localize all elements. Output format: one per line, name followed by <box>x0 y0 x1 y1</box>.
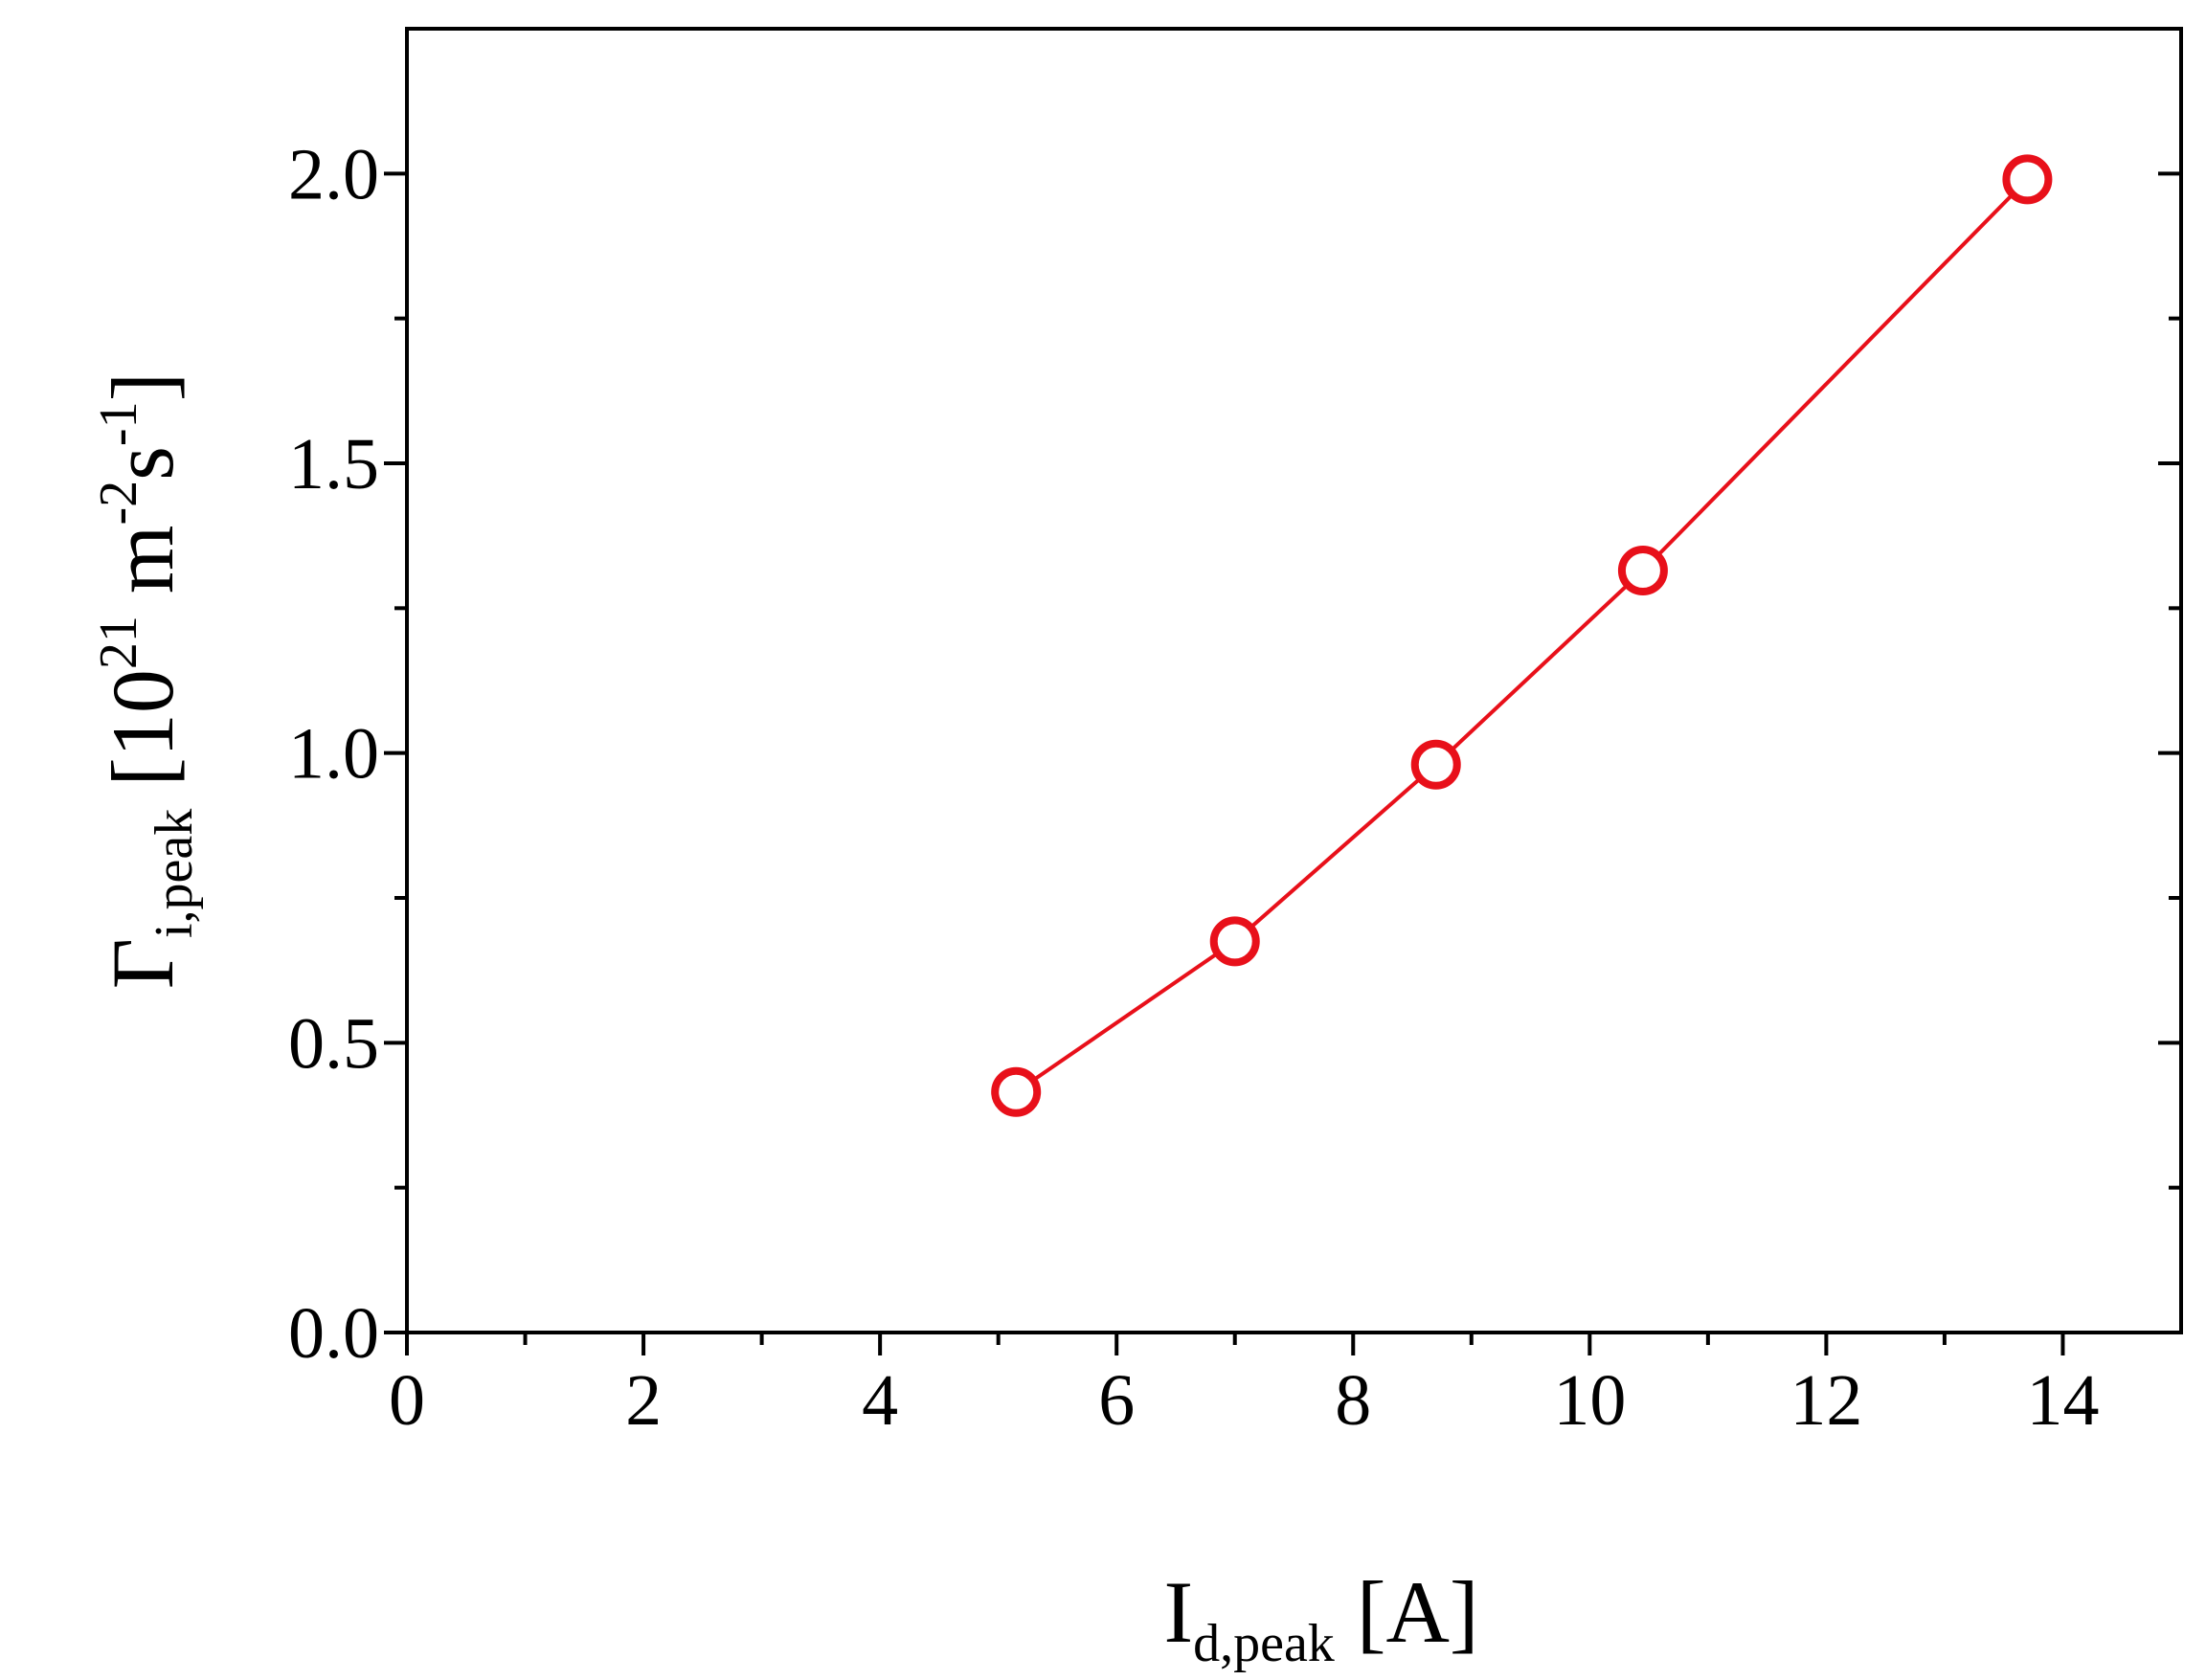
x-tick-label: 2 <box>625 1360 662 1441</box>
data-series <box>991 154 2053 1117</box>
y-tick-label: 1.5 <box>288 424 379 504</box>
data-point <box>1410 739 1461 790</box>
data-point <box>1617 545 1668 595</box>
axis-ticks <box>384 171 2181 1355</box>
x-tick-label: 8 <box>1335 1360 1371 1441</box>
plot-frame <box>405 27 2183 1334</box>
data-point <box>2002 154 2053 205</box>
y-tick-label: 0.0 <box>288 1293 379 1374</box>
x-tick-label: 14 <box>2026 1360 2099 1441</box>
x-tick-label: 4 <box>862 1360 898 1441</box>
series-line <box>1015 177 2029 1094</box>
x-tick-label: 12 <box>1790 1360 1862 1441</box>
y-tick-label: 2.0 <box>288 134 379 214</box>
x-tick-label: 10 <box>1553 1360 1626 1441</box>
y-tick-label: 0.5 <box>288 1003 379 1084</box>
data-point <box>1209 916 1260 967</box>
x-tick-label: 0 <box>389 1360 425 1441</box>
axis-tick-labels: 0 2 4 6 8 10 12 14 0.0 0.5 1.0 1.5 2.0 <box>288 134 2099 1441</box>
y-axis-title: Γi,peak [1021 m-2s-1] <box>89 372 204 989</box>
x-tick-label: 6 <box>1098 1360 1135 1441</box>
y-tick-label: 1.0 <box>288 714 379 795</box>
x-axis-title: Id,peak [A] <box>1163 1563 1478 1673</box>
data-point <box>991 1066 1042 1117</box>
